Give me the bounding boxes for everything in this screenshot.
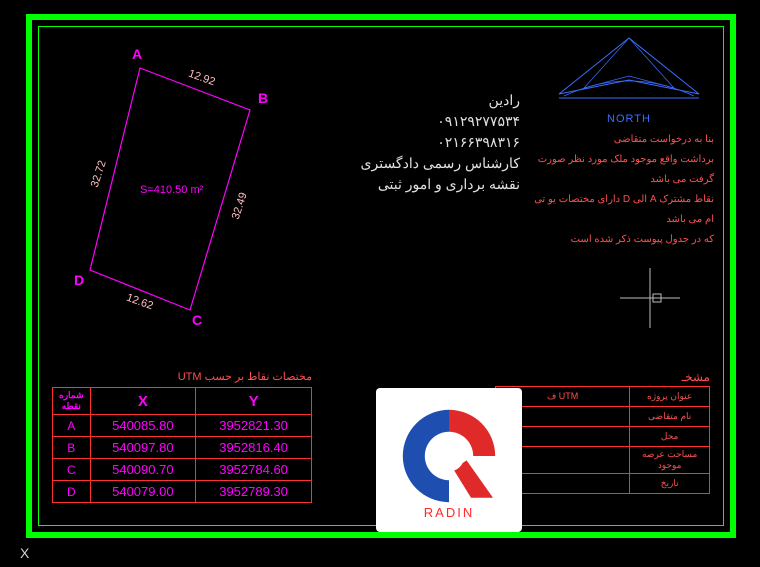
logo-icon xyxy=(394,401,504,511)
coord-header-x: X xyxy=(90,388,196,415)
coord-table-block: مختصات نقاط بر حسب UTM شماره نقطه X Y A … xyxy=(52,370,312,503)
x-axis-indicator: X xyxy=(20,545,29,561)
coord-table-title: مختصات نقاط بر حسب UTM xyxy=(52,370,312,383)
radin-logo: RADIN xyxy=(376,388,522,532)
logo-text: RADIN xyxy=(424,505,474,520)
spec-table-block: مشخـ UTM فعنوان پروژه نام متقاضی محل مسا… xyxy=(495,370,710,494)
contact-phone2: ۰۲۱۶۶۳۹۸۳۱۶ xyxy=(310,132,520,153)
note-line2: برداشت واقع موجود ملک مورد نظر صورت گرفت… xyxy=(524,150,714,190)
table-row: تاریخ xyxy=(496,474,710,494)
vertex-b-label: B xyxy=(258,90,268,106)
table-row: B 540097.80 3952816.40 xyxy=(53,437,312,459)
spec-table-title: مشخـ xyxy=(495,370,710,384)
vertex-a-label: A xyxy=(132,46,142,62)
note-line4: که در جدول پیوست ذکر شده است xyxy=(524,230,714,250)
contact-line1: کارشناس رسمی دادگستری xyxy=(310,153,520,174)
contact-line2: نقشه برداری و امور ثبتی xyxy=(310,174,520,195)
note-line1: بنا به درخواست متقاضی xyxy=(524,130,714,150)
spec-table: UTM فعنوان پروژه نام متقاضی محل مساحت عر… xyxy=(495,386,710,494)
contact-block: رادین ۰۹۱۲۹۲۷۷۵۳۴ ۰۲۱۶۶۳۹۸۳۱۶ کارشناس رس… xyxy=(310,90,520,195)
contact-name: رادین xyxy=(310,90,520,111)
coord-header-y: Y xyxy=(196,388,312,415)
coord-header-point: شماره نقطه xyxy=(53,388,91,415)
notes-block: بنا به درخواست متقاضی برداشت واقع موجود … xyxy=(524,130,714,250)
crosshair-icon xyxy=(620,268,680,328)
north-icon xyxy=(554,36,704,106)
north-label: NORTH xyxy=(544,113,714,125)
area-label: S=410.50 m² xyxy=(140,184,203,196)
coord-table: شماره نقطه X Y A 540085.80 3952821.30 B … xyxy=(52,387,312,503)
note-line3: نقاط مشترک A الی D دارای مختصات یو تی ام… xyxy=(524,190,714,230)
table-row: محل xyxy=(496,427,710,447)
vertex-d-label: D xyxy=(74,272,84,288)
vertex-c-label: C xyxy=(192,312,202,328)
table-row: نام متقاضی xyxy=(496,407,710,427)
table-row: UTM فعنوان پروژه xyxy=(496,387,710,407)
contact-phone1: ۰۹۱۲۹۲۷۷۵۳۴ xyxy=(310,111,520,132)
table-row: مساحت عرصه موجود xyxy=(496,447,710,474)
table-row: D 540079.00 3952789.30 xyxy=(53,481,312,503)
table-row: C 540090.70 3952784.60 xyxy=(53,459,312,481)
parcel-plot: A B C D 12.92 32.49 12.62 32.72 S=410.50… xyxy=(80,50,320,330)
north-arrow: NORTH xyxy=(544,36,714,125)
table-row: A 540085.80 3952821.30 xyxy=(53,415,312,437)
